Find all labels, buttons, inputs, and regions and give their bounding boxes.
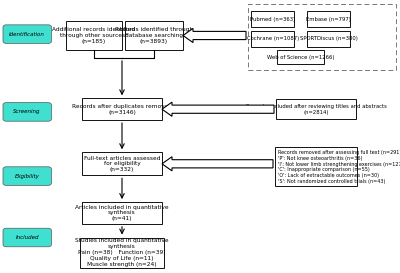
Text: Studies included in quantitative
synthesis
Pain (n=38)   Function (n=39)
Quality: Studies included in quantitative synthes… <box>75 238 169 267</box>
FancyBboxPatch shape <box>3 25 51 43</box>
Text: Included: Included <box>16 235 39 240</box>
FancyBboxPatch shape <box>277 50 324 64</box>
Text: Identification: Identification <box>9 32 45 37</box>
FancyBboxPatch shape <box>251 11 294 27</box>
Text: Web of Science (n=1266): Web of Science (n=1266) <box>267 55 334 60</box>
FancyBboxPatch shape <box>80 238 164 268</box>
FancyBboxPatch shape <box>3 167 51 185</box>
Text: Embase (n=797): Embase (n=797) <box>306 17 351 22</box>
FancyBboxPatch shape <box>82 98 162 120</box>
FancyBboxPatch shape <box>307 31 350 47</box>
Text: Cochrane (n=1087): Cochrane (n=1087) <box>247 36 299 41</box>
FancyBboxPatch shape <box>276 99 356 120</box>
Text: SPORTDiscus (n=380): SPORTDiscus (n=380) <box>300 36 358 41</box>
FancyBboxPatch shape <box>3 228 51 247</box>
FancyArrow shape <box>183 28 246 43</box>
Text: Eligibility: Eligibility <box>15 174 40 179</box>
Text: Additional records identified
through other sources*
(n=185): Additional records identified through ot… <box>52 27 136 44</box>
FancyBboxPatch shape <box>248 4 396 70</box>
FancyArrow shape <box>162 157 273 171</box>
FancyBboxPatch shape <box>275 147 357 186</box>
Text: Records identified through
database searching
(n=3893): Records identified through database sear… <box>115 27 193 44</box>
FancyBboxPatch shape <box>66 21 122 50</box>
Text: Screening: Screening <box>14 109 41 114</box>
FancyArrow shape <box>162 102 274 116</box>
Text: Full-text articles assessed
for eligibility
(n=332): Full-text articles assessed for eligibil… <box>84 156 160 172</box>
Text: Records after duplicates removed
(n=3146): Records after duplicates removed (n=3146… <box>72 104 172 115</box>
Text: Articles included in quantitative
synthesis
(n=41): Articles included in quantitative synthe… <box>75 205 169 221</box>
FancyBboxPatch shape <box>3 103 51 121</box>
FancyBboxPatch shape <box>307 11 350 27</box>
Text: Records excluded after reviewing titles and abstracts
(n=2814): Records excluded after reviewing titles … <box>246 104 386 115</box>
Text: Records removed after assessing full text (n=291)
'P': Not knee osteoarthritis (: Records removed after assessing full tex… <box>278 150 400 184</box>
FancyBboxPatch shape <box>251 31 294 47</box>
FancyBboxPatch shape <box>125 21 183 50</box>
Text: Pubmed (n=363): Pubmed (n=363) <box>250 17 295 22</box>
FancyBboxPatch shape <box>82 202 162 224</box>
FancyBboxPatch shape <box>82 152 162 175</box>
